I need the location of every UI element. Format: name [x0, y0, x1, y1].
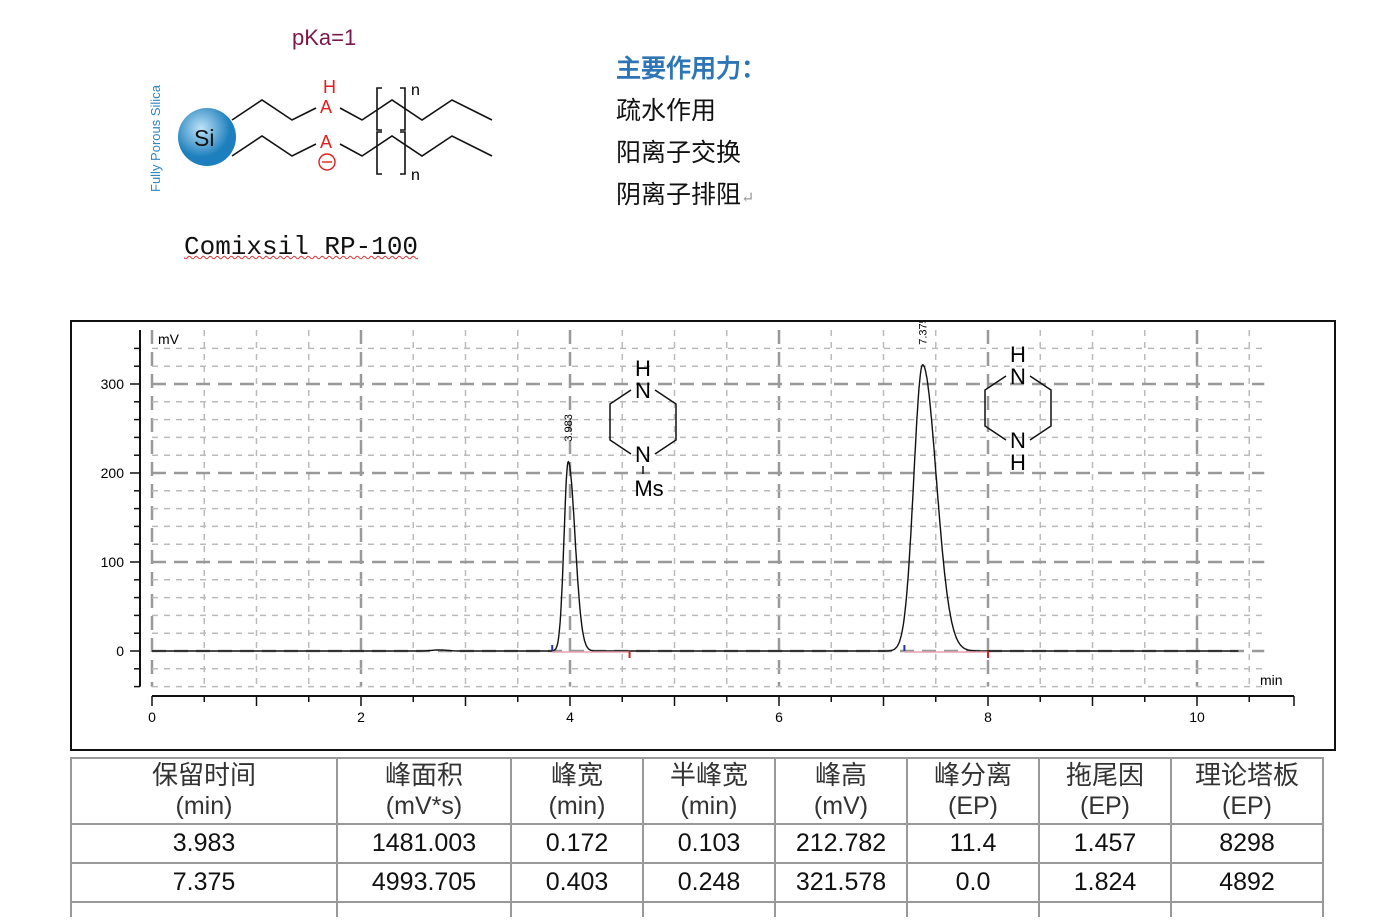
results-table: 保留时间 (min) 峰面积 (mV*s) 峰宽 (min) 半峰宽 (min) 峰高 (mV) 峰…	[70, 757, 1324, 917]
header-unit: (min)	[680, 792, 738, 820]
y-tick-label: 100	[101, 554, 125, 570]
column-header: 拖尾因 (EP)	[1038, 757, 1172, 825]
ring-bonds	[609, 389, 677, 455]
atom-label: H	[635, 356, 651, 381]
column-header: 峰宽 (min)	[510, 757, 644, 825]
x-tick-label: 6	[775, 709, 783, 725]
table-cell: 0.172	[510, 823, 644, 864]
table-cell: 0.0	[906, 862, 1040, 903]
header-title: 保留时间	[151, 761, 256, 791]
product-name: Comixsil RP-100	[184, 232, 419, 262]
table-row: 7.375 4993.705 0.403 0.248 321.578 0.0 1.824 48…	[70, 862, 1324, 903]
atom-label: Ms	[634, 476, 663, 501]
ring-bonds	[984, 375, 1052, 441]
peak-label: 3.983	[563, 414, 575, 442]
header-unit: (mV)	[813, 792, 869, 820]
atom-label: N	[635, 378, 651, 403]
table-cell: 212.782	[774, 823, 908, 864]
table-cell: 8298	[1170, 823, 1324, 864]
force-item: 阴离子排阻	[616, 180, 742, 209]
column-header: 保留时间 (min)	[70, 757, 338, 825]
header-unit: (min)	[548, 792, 606, 820]
header-unit: (mV*s)	[385, 792, 463, 820]
table-cell: 1481.003	[336, 823, 512, 864]
main-interactions: 主要作用力： 疏水作用 阳离子交换 阴离子排阻↵	[616, 48, 766, 219]
header-title: 峰分离	[933, 761, 1012, 791]
table-cell: 11.4	[906, 823, 1040, 864]
x-tick-label: 4	[566, 709, 574, 725]
column-header: 峰分离 (EP)	[906, 757, 1040, 825]
pka-label: pKa=1	[292, 25, 356, 50]
chromatogram: 0 100 200 300 0 2 4 6 8 10 mV min 3.983 7.375 H N N Ms H N N…	[70, 317, 1336, 751]
header-unit: (EP)	[1080, 792, 1130, 820]
table-cell: 0.103	[642, 823, 776, 864]
return-mark: ↵	[741, 188, 755, 207]
table-cell: 7.375	[70, 862, 338, 903]
chromatogram-trace	[152, 363, 1239, 652]
header-unit: (min)	[175, 792, 233, 820]
peak-label: 7.375	[918, 322, 930, 345]
table-cell: 4993.705	[336, 862, 512, 903]
y-tick-label: 200	[101, 465, 125, 481]
header-unit: (EP)	[948, 792, 998, 820]
force-item: 疏水作用	[616, 96, 717, 125]
a-label: A	[320, 97, 332, 117]
column-header: 峰面积 (mV*s)	[336, 757, 512, 825]
negative-charge-icon	[318, 153, 336, 171]
y-tick-label: 300	[101, 376, 125, 392]
a-anion-label: A	[320, 132, 332, 152]
n-label: n	[411, 167, 420, 184]
table-cell: 4892	[1170, 862, 1324, 903]
table-cell: 0.248	[642, 862, 776, 903]
table-row: 3.983 1481.003 0.172 0.103 212.782 11.4 1.457 8…	[70, 823, 1324, 864]
x-tick-label: 10	[1189, 709, 1205, 725]
atom-label: N	[635, 442, 651, 467]
column-header: 半峰宽 (min)	[642, 757, 776, 825]
table-cell: 1.457	[1038, 823, 1172, 864]
silica-particle	[178, 108, 236, 166]
stationary-phase-structure: pKa=1 Fully Porous Silica Si H A A n n	[148, 25, 493, 192]
table-cell: 1.824	[1038, 862, 1172, 903]
atom-label: H	[1010, 450, 1026, 475]
si-label: Si	[194, 125, 214, 151]
y-tick-label: 0	[116, 643, 124, 659]
support-label: Fully Porous Silica	[148, 84, 163, 192]
header-title: 峰高	[814, 761, 867, 791]
x-tick-label: 8	[984, 709, 992, 725]
atom-label: N	[1010, 428, 1026, 453]
header-title: 理论塔板	[1194, 761, 1299, 791]
x-axis-label: min	[1260, 672, 1283, 688]
header-title: 峰宽	[550, 761, 603, 791]
x-tick-label: 2	[357, 709, 365, 725]
n-label: n	[411, 82, 420, 99]
atom-label: H	[1010, 342, 1026, 367]
table-cell: 321.578	[774, 862, 908, 903]
column-header: 峰高 (mV)	[774, 757, 908, 825]
y-axis-label: mV	[158, 331, 180, 347]
table-cell: 0.403	[510, 862, 644, 903]
atom-label: N	[1010, 364, 1026, 389]
header-title: 峰面积	[384, 761, 463, 791]
forces-title: 主要作用力：	[616, 54, 767, 83]
h-label: H	[323, 77, 336, 97]
header-unit: (EP)	[1222, 792, 1272, 820]
x-tick-label: 0	[148, 709, 156, 725]
table-cell: 3.983	[70, 823, 338, 864]
force-item: 阳离子交换	[616, 138, 742, 167]
column-header: 理论塔板 (EP)	[1170, 757, 1324, 825]
header-title: 拖尾因	[1065, 761, 1144, 791]
header-title: 半峰宽	[669, 761, 748, 791]
